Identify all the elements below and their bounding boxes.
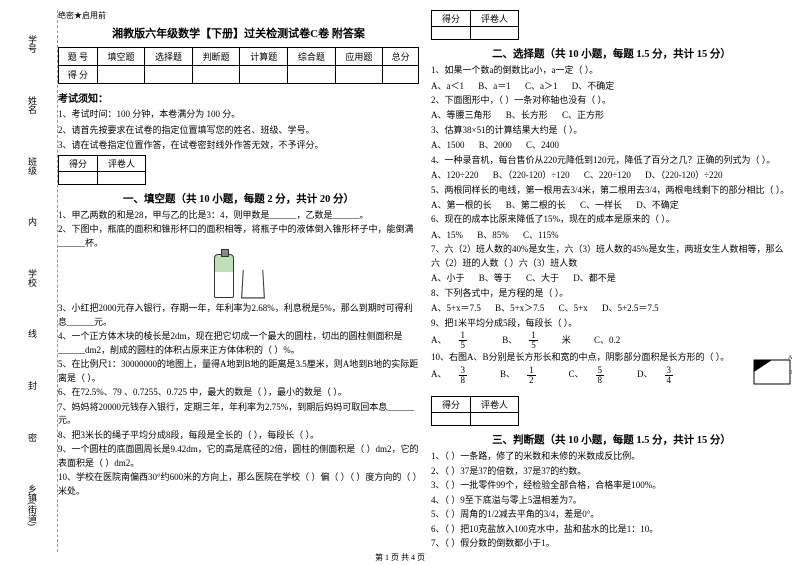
s2-q2-opts: A、等腰三角形 B、长方形 C、正方形 [431,108,792,122]
margin-label: 乡镇(街道) [26,484,39,526]
instruction-item: 2、请首先按要求在试卷的指定位置填写您的姓名、班级、学号。 [58,124,419,137]
s2-q9-opts: A、15 B、15米 C、0.2 [431,331,792,350]
s3-q4: 4、（ ）9至下底溢与零上5温相差为7。 [431,494,792,508]
rectangle-figure: AB [752,350,792,390]
s2-q2: 2、下面图形中，（ ）一条对称轴也没有（ ）。 [431,94,792,108]
s1-q1: 1、甲乙两数的和是28，甲与乙的比是3：4，则甲数是______，乙数是____… [58,209,419,223]
th: 计算题 [240,48,288,66]
th: 综合题 [288,48,336,66]
grader-label: 评卷人 [471,11,519,27]
s2-q1: 1、如果一个数a的倒数比a小，a一定（ ）。 [431,64,792,78]
grader-label: 评卷人 [471,397,519,413]
score-summary-table: 题 号 填空题 选择题 判断题 计算题 综合题 应用题 总分 得 分 [58,47,419,84]
th: 总分 [383,48,419,66]
s3-q6: 6、（ ）把10克盐放入100克水中，盐和盐水的比是1：10。 [431,523,792,537]
margin-mid: 内 [26,217,39,226]
s2-q4-opts: A、120÷220 B、（220-120）÷120 C、220÷120 D、（2… [431,168,792,182]
page-footer: 第 1 页 共 4 页 [0,552,800,563]
section-score-box: 得分 评卷人 [431,396,519,426]
s1-q5: 5、在比例尺1：30000000的地图上，量得A地到B地的距离是3.5厘米，则A… [58,358,419,385]
exam-title: 湘教版六年级数学【下册】过关检测试卷C卷 附答案 [58,25,419,41]
s2-q7: 7、六（2）班人数的40%是女生，六（3）班人数的45%是女生，两班女生人数相等… [431,243,792,270]
s3-q1: 1、（ ）一条路，修了的米数和未修的米数成反比例。 [431,450,792,464]
s2-q10: 10、右图A、B分别是长方形长和宽的中点，阴影部分面积是长方形的（ ）。 [431,351,746,365]
score-label: 得分 [432,397,471,413]
section-score-box: 得分 评卷人 [58,155,146,185]
margin-mid: 封 [26,381,39,390]
th: 应用题 [335,48,383,66]
s1-q10: 10、学校在医院南偏西30°约600米的方向上，那么医院在学校（ ）偏（ ）（ … [58,471,419,498]
section2-title: 二、选择题（共 10 小题，每题 1.5 分，共计 15 分） [431,46,792,61]
th: 题 号 [59,48,98,66]
s1-q6: 6、在72.5%、79 、0.7255、0.725 中，最大的数是（ ），最小的… [58,386,419,400]
s2-q5: 5、两根同样长的电线，第一根用去3/4米，第二根用去3/4，两根电线剩下的部分相… [431,184,792,198]
instructions-heading: 考试须知： [58,90,419,105]
s1-q9: 9、一个圆柱的底面圆周长是9.42dm，它的高是底径的2倍，圆柱的侧面积是（ ）… [58,443,419,470]
column-left: 绝密★启用前 湘教版六年级数学【下册】过关检测试卷C卷 附答案 题 号 填空题 … [58,10,419,552]
s2-q6-opts: A、15% B、85% C、115% [431,228,792,242]
s3-q2: 2、（ ）37是37的倍数，37是37的约数。 [431,465,792,479]
s2-q6: 6、现在的成本比原来降低了15%，现在的成本是原来的（ ）。 [431,213,792,227]
s2-q8: 8、下列各式中，是方程的是（ ）。 [431,287,792,301]
s2-q8-opts: A、5+x＝7.5 B、5+x＞7.5 C、5+x D、5+2.5＝7.5 [431,301,792,315]
s3-q7: 7、（ ）假分数的倒数都小于1。 [431,537,792,551]
cup-icon [241,270,265,299]
s1-q4: 4、一个正方体木块的棱长是2dm，现在把它切成一个最大的圆柱，切出的圆柱侧面积是… [58,330,419,357]
s2-q3: 3、估算38×51的计算结果大约是（ ）。 [431,124,792,138]
grader-label: 评卷人 [98,155,146,171]
margin-label: 姓名 [26,96,39,114]
s2-q10-opts: A、38 B、12 C、58 D、34 [431,366,746,385]
instructions-block: 1、考试时间：100 分钟，本卷满分为 100 分。 2、请首先按要求在试卷的指… [58,108,419,152]
th: 判断题 [192,48,240,66]
th: 填空题 [97,48,145,66]
s1-q8: 8、把3米长的绳子平均分成8段，每段是全长的（ ），每段长（ ）。 [58,429,419,443]
binding-margin: 学号 姓名 班级 内 学校 线 封 密 乡镇(街道) [8,10,58,552]
s2-q4: 4、一种录音机，每台售价从220元降低到120元，降低了百分之几？正确的列式为（… [431,154,792,168]
s2-q9: 9、把1米平均分成5段，每段长（ ）。 [431,317,792,331]
margin-mid: 线 [26,329,39,338]
section-score-box: 得分 评卷人 [431,10,519,40]
score-label: 得分 [432,11,471,27]
bottle-icon [214,254,234,298]
s2-q7-opts: A、小于 B、等于 C、大于 D、都不是 [431,271,792,285]
th: 选择题 [145,48,193,66]
s2-q5-opts: A、第一根的长 B、第二根的长 C、一样长 D、不确定 [431,198,792,212]
row-label: 得 分 [59,66,98,84]
s2-q3-opts: A、1500 B、2000 C、2400 [431,138,792,152]
instruction-item: 1、考试时间：100 分钟，本卷满分为 100 分。 [58,108,419,121]
score-label: 得分 [59,155,98,171]
svg-text:A: A [788,355,792,361]
margin-label: 学校 [26,269,39,287]
column-right: 得分 评卷人 二、选择题（共 10 小题，每题 1.5 分，共计 15 分） 1… [431,10,792,552]
s3-q5: 5、（ ）周角的1/2减去平角的3/4，差是0°。 [431,508,792,522]
s1-q7: 7、妈妈将20000元钱存入银行，定期三年，年利率为2.75%，到期后妈妈可取回… [58,401,419,428]
section1-title: 一、填空题（共 10 小题，每题 2 分，共计 20 分） [58,191,419,206]
instruction-item: 3、请在试卷指定位置作答，在试卷密封线外作答无效，不予评分。 [58,139,419,152]
s1-q3: 3、小红把2000元存入银行，存期一年，年利率为2.68%，利息税是5%，那么到… [58,302,419,329]
bottle-cup-figure [58,254,419,298]
margin-label: 学号 [26,35,39,53]
s3-q3: 3、（ ）一批零件99个，经检验全部合格，合格率是100%。 [431,479,792,493]
margin-mid: 密 [26,433,39,442]
s2-q1-opts: A、a＜1 B、a＝1 C、a＞1 D、不确定 [431,79,792,93]
confidential-label: 绝密★启用前 [58,10,419,21]
svg-text:B: B [791,370,792,376]
section3-title: 三、判断题（共 10 小题，每题 1.5 分，共计 15 分） [431,432,792,447]
s1-q2: 2、下图中，瓶底的面积和锥形杯口的面积相等，将瓶子中的液体倒入锥形杯子中，能倒满… [58,223,419,250]
margin-label: 班级 [26,157,39,175]
